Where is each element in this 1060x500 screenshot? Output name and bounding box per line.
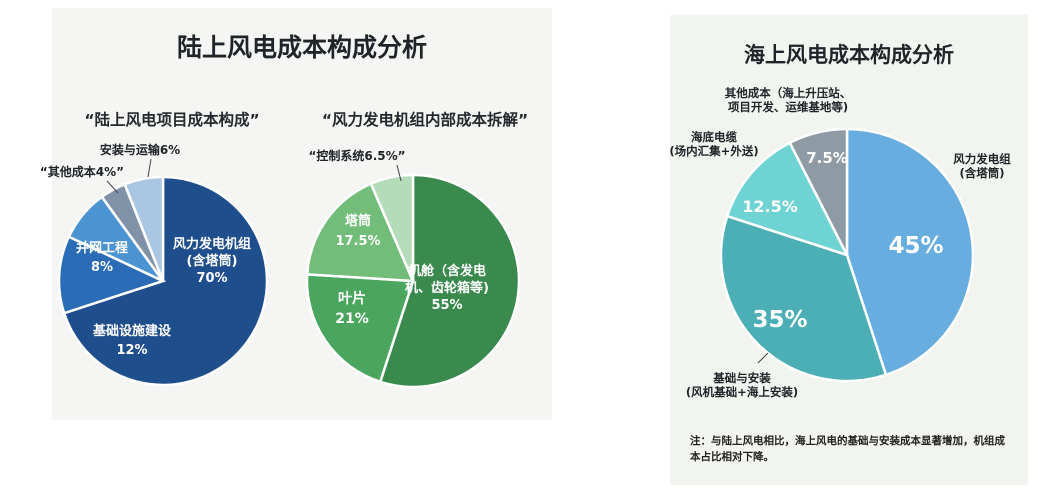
offshore-value-label-2: 12.5% xyxy=(742,197,798,216)
onshore-leader-3 xyxy=(106,180,119,194)
onshore-label-2: 并网工程 8% xyxy=(76,240,128,275)
offshore-slice-0 xyxy=(845,127,975,377)
turbine-leader-3 xyxy=(396,164,402,182)
onshore-panel: 陆上风电成本构成分析 “陆上风电项目成本构成” “风力发电机组内部成本拆解” 风… xyxy=(40,8,552,420)
onshore-charts-svg: 风力发电机组(含塔筒) 70% 基础设施建设 12% 并网工程 8% “其他成本4%” 安装与… xyxy=(40,142,521,389)
offshore-name-label-3: 其他成本（海上升压站、项目开发、运维基地等) xyxy=(725,86,852,114)
onshore-pie-title: “陆上风电项目成本构成” xyxy=(84,111,260,129)
turbine-label-0: 机舱（含发电机、齿轮箱等) 55% xyxy=(405,263,489,313)
onshore-slice-4 xyxy=(123,175,165,282)
offshore-main-title: 海上风电成本构成分析 xyxy=(744,43,954,67)
turbine-label-2: 塔筒 17.5% xyxy=(335,213,380,249)
turbine-slice-2 xyxy=(305,182,415,283)
onshore-main-title: 陆上风电成本构成分析 xyxy=(176,33,427,62)
onshore-label-1: 基础设施建设 12% xyxy=(92,323,172,358)
offshore-name-label-2: 海底电缆(场内汇集+外送) xyxy=(669,130,758,158)
footnote: 注：与陆上风电相比，海上风电的基础与安装成本显著增加，机组成本占比相对下降。 xyxy=(690,435,1005,463)
offshore-name-label-0: 风力发电组(含塔筒) xyxy=(953,152,1011,180)
offshore-value-label-3: 7.5% xyxy=(806,149,848,167)
onshore-label-0: 风力发电机组(含塔筒) 70% xyxy=(173,236,251,286)
turbine-slice-1 xyxy=(305,273,415,384)
onshore-leader-4 xyxy=(147,158,152,178)
offshore-chart-svg: 风力发电组(含塔筒) 45% 基础与安装(风机基础+海上安装) 35% 海底电缆(场内汇… xyxy=(669,86,1011,399)
offshore-name-label-1: 基础与安装(风机基础+海上安装) xyxy=(686,371,798,399)
offshore-slice-1 xyxy=(719,214,888,383)
onshore-label-4: 安装与运输6% xyxy=(100,142,180,157)
turbine-slice-3 xyxy=(369,173,415,282)
offshore-value-label-0: 45% xyxy=(888,233,943,259)
offshore-value-label-1: 35% xyxy=(752,307,807,333)
turbine-pie-title: “风力发电机组内部成本拆解” xyxy=(321,111,529,129)
offshore-slice-3 xyxy=(788,127,849,256)
turbine-label-3: “控制系统6.5%” xyxy=(308,148,405,163)
turbine-slice-0 xyxy=(378,173,521,389)
onshore-label-3: “其他成本4%” xyxy=(40,164,124,179)
offshore-leader-1 xyxy=(757,352,769,364)
offshore-panel: 海上风电成本构成分析 风力发电组(含塔筒) 45% 基础与安装(风机基础+海上安装)… xyxy=(669,15,1028,485)
onshore-slice-1 xyxy=(57,235,167,315)
turbine-label-1: 叶片 21% xyxy=(335,290,369,327)
offshore-slice-2 xyxy=(725,141,850,258)
